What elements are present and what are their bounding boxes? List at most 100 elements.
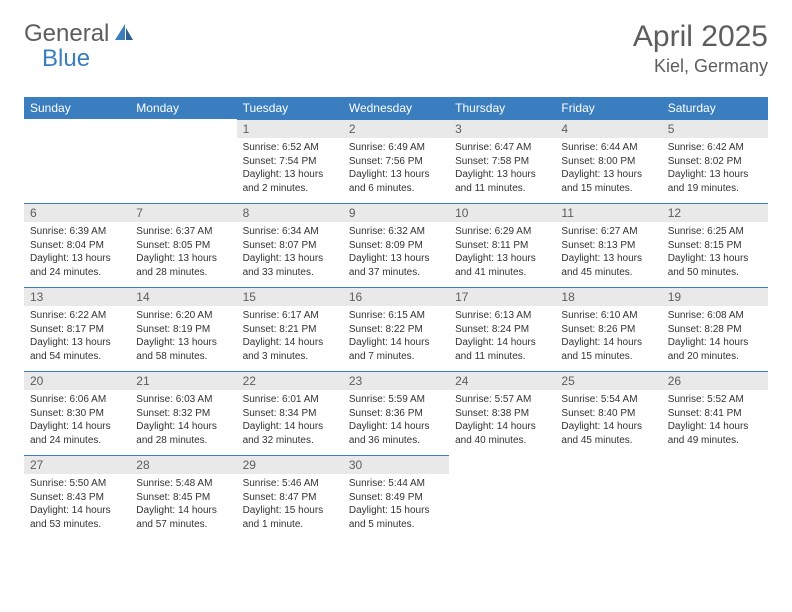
sunset-line: Sunset: 8:11 PM xyxy=(455,239,549,253)
weekday-header: Thursday xyxy=(449,97,555,119)
daylight-line: Daylight: 14 hours and 7 minutes. xyxy=(349,336,443,363)
daylight-line: Daylight: 14 hours and 20 minutes. xyxy=(668,336,762,363)
daylight-line: Daylight: 14 hours and 15 minutes. xyxy=(561,336,655,363)
day-number: 27 xyxy=(24,455,130,474)
sunrise-line: Sunrise: 6:25 AM xyxy=(668,225,762,239)
month-title: April 2025 xyxy=(633,20,768,54)
sunrise-line: Sunrise: 6:08 AM xyxy=(668,309,762,323)
day-content: Sunrise: 6:39 AMSunset: 8:04 PMDaylight:… xyxy=(24,222,130,285)
calendar-row: 6Sunrise: 6:39 AMSunset: 8:04 PMDaylight… xyxy=(24,203,768,287)
daylight-line: Daylight: 13 hours and 6 minutes. xyxy=(349,168,443,195)
day-number: 25 xyxy=(555,371,661,390)
daylight-line: Daylight: 13 hours and 33 minutes. xyxy=(243,252,337,279)
day-number: 24 xyxy=(449,371,555,390)
daylight-line: Daylight: 14 hours and 28 minutes. xyxy=(136,420,230,447)
sunset-line: Sunset: 8:38 PM xyxy=(455,407,549,421)
calendar-row: 27Sunrise: 5:50 AMSunset: 8:43 PMDayligh… xyxy=(24,455,768,539)
daylight-line: Daylight: 14 hours and 57 minutes. xyxy=(136,504,230,531)
day-number: 3 xyxy=(449,119,555,138)
sunset-line: Sunset: 7:58 PM xyxy=(455,155,549,169)
day-number: 20 xyxy=(24,371,130,390)
day-content: Sunrise: 5:50 AMSunset: 8:43 PMDaylight:… xyxy=(24,474,130,537)
sunset-line: Sunset: 8:32 PM xyxy=(136,407,230,421)
calendar-body: 1Sunrise: 6:52 AMSunset: 7:54 PMDaylight… xyxy=(24,119,768,539)
sunset-line: Sunset: 8:09 PM xyxy=(349,239,443,253)
sunrise-line: Sunrise: 6:34 AM xyxy=(243,225,337,239)
weekday-header: Wednesday xyxy=(343,97,449,119)
calendar-day: 29Sunrise: 5:46 AMSunset: 8:47 PMDayligh… xyxy=(237,455,343,539)
daylight-line: Daylight: 14 hours and 32 minutes. xyxy=(243,420,337,447)
day-content: Sunrise: 6:29 AMSunset: 8:11 PMDaylight:… xyxy=(449,222,555,285)
day-content: Sunrise: 6:44 AMSunset: 8:00 PMDaylight:… xyxy=(555,138,661,201)
day-content: Sunrise: 6:22 AMSunset: 8:17 PMDaylight:… xyxy=(24,306,130,369)
day-number: 1 xyxy=(237,119,343,138)
sunset-line: Sunset: 8:43 PM xyxy=(30,491,124,505)
sunset-line: Sunset: 8:36 PM xyxy=(349,407,443,421)
day-number: 12 xyxy=(662,203,768,222)
daylight-line: Daylight: 15 hours and 5 minutes. xyxy=(349,504,443,531)
sunset-line: Sunset: 8:49 PM xyxy=(349,491,443,505)
calendar-day: 15Sunrise: 6:17 AMSunset: 8:21 PMDayligh… xyxy=(237,287,343,371)
sunrise-line: Sunrise: 6:52 AM xyxy=(243,141,337,155)
day-content: Sunrise: 5:46 AMSunset: 8:47 PMDaylight:… xyxy=(237,474,343,537)
day-content: Sunrise: 5:48 AMSunset: 8:45 PMDaylight:… xyxy=(130,474,236,537)
sunrise-line: Sunrise: 6:39 AM xyxy=(30,225,124,239)
day-number: 17 xyxy=(449,287,555,306)
sunset-line: Sunset: 8:34 PM xyxy=(243,407,337,421)
sunset-line: Sunset: 8:21 PM xyxy=(243,323,337,337)
sunrise-line: Sunrise: 6:13 AM xyxy=(455,309,549,323)
sunrise-line: Sunrise: 5:48 AM xyxy=(136,477,230,491)
sunrise-line: Sunrise: 6:27 AM xyxy=(561,225,655,239)
day-content: Sunrise: 6:42 AMSunset: 8:02 PMDaylight:… xyxy=(662,138,768,201)
sunrise-line: Sunrise: 6:03 AM xyxy=(136,393,230,407)
weekday-header: Friday xyxy=(555,97,661,119)
day-number: 8 xyxy=(237,203,343,222)
day-number: 19 xyxy=(662,287,768,306)
daylight-line: Daylight: 13 hours and 37 minutes. xyxy=(349,252,443,279)
day-content: Sunrise: 6:27 AMSunset: 8:13 PMDaylight:… xyxy=(555,222,661,285)
sunrise-line: Sunrise: 5:44 AM xyxy=(349,477,443,491)
day-number: 11 xyxy=(555,203,661,222)
daylight-line: Daylight: 13 hours and 28 minutes. xyxy=(136,252,230,279)
daylight-line: Daylight: 13 hours and 2 minutes. xyxy=(243,168,337,195)
day-content: Sunrise: 6:17 AMSunset: 8:21 PMDaylight:… xyxy=(237,306,343,369)
day-content: Sunrise: 6:32 AMSunset: 8:09 PMDaylight:… xyxy=(343,222,449,285)
calendar-empty xyxy=(130,119,236,203)
sunset-line: Sunset: 8:45 PM xyxy=(136,491,230,505)
location-label: Kiel, Germany xyxy=(633,56,768,77)
calendar-day: 20Sunrise: 6:06 AMSunset: 8:30 PMDayligh… xyxy=(24,371,130,455)
weekday-header: Tuesday xyxy=(237,97,343,119)
sunset-line: Sunset: 8:47 PM xyxy=(243,491,337,505)
brand-text-blue: Blue xyxy=(42,45,90,73)
daylight-line: Daylight: 13 hours and 11 minutes. xyxy=(455,168,549,195)
day-content: Sunrise: 6:47 AMSunset: 7:58 PMDaylight:… xyxy=(449,138,555,201)
day-number: 13 xyxy=(24,287,130,306)
title-block: April 2025 Kiel, Germany xyxy=(633,20,768,77)
day-number: 21 xyxy=(130,371,236,390)
daylight-line: Daylight: 14 hours and 36 minutes. xyxy=(349,420,443,447)
day-content: Sunrise: 5:59 AMSunset: 8:36 PMDaylight:… xyxy=(343,390,449,453)
calendar-row: 13Sunrise: 6:22 AMSunset: 8:17 PMDayligh… xyxy=(24,287,768,371)
sunset-line: Sunset: 8:19 PM xyxy=(136,323,230,337)
daylight-line: Daylight: 13 hours and 19 minutes. xyxy=(668,168,762,195)
calendar-empty xyxy=(662,455,768,539)
sunrise-line: Sunrise: 5:52 AM xyxy=(668,393,762,407)
daylight-line: Daylight: 14 hours and 3 minutes. xyxy=(243,336,337,363)
sunset-line: Sunset: 8:22 PM xyxy=(349,323,443,337)
sunset-line: Sunset: 8:02 PM xyxy=(668,155,762,169)
sunrise-line: Sunrise: 6:01 AM xyxy=(243,393,337,407)
sunrise-line: Sunrise: 6:42 AM xyxy=(668,141,762,155)
sunset-line: Sunset: 8:41 PM xyxy=(668,407,762,421)
sunrise-line: Sunrise: 5:57 AM xyxy=(455,393,549,407)
sunset-line: Sunset: 8:15 PM xyxy=(668,239,762,253)
sunrise-line: Sunrise: 6:49 AM xyxy=(349,141,443,155)
sunset-line: Sunset: 8:30 PM xyxy=(30,407,124,421)
daylight-line: Daylight: 13 hours and 58 minutes. xyxy=(136,336,230,363)
daylight-line: Daylight: 13 hours and 50 minutes. xyxy=(668,252,762,279)
calendar-day: 18Sunrise: 6:10 AMSunset: 8:26 PMDayligh… xyxy=(555,287,661,371)
calendar-head: SundayMondayTuesdayWednesdayThursdayFrid… xyxy=(24,97,768,119)
calendar-day: 22Sunrise: 6:01 AMSunset: 8:34 PMDayligh… xyxy=(237,371,343,455)
sunrise-line: Sunrise: 5:46 AM xyxy=(243,477,337,491)
daylight-line: Daylight: 13 hours and 54 minutes. xyxy=(30,336,124,363)
day-content: Sunrise: 6:25 AMSunset: 8:15 PMDaylight:… xyxy=(662,222,768,285)
